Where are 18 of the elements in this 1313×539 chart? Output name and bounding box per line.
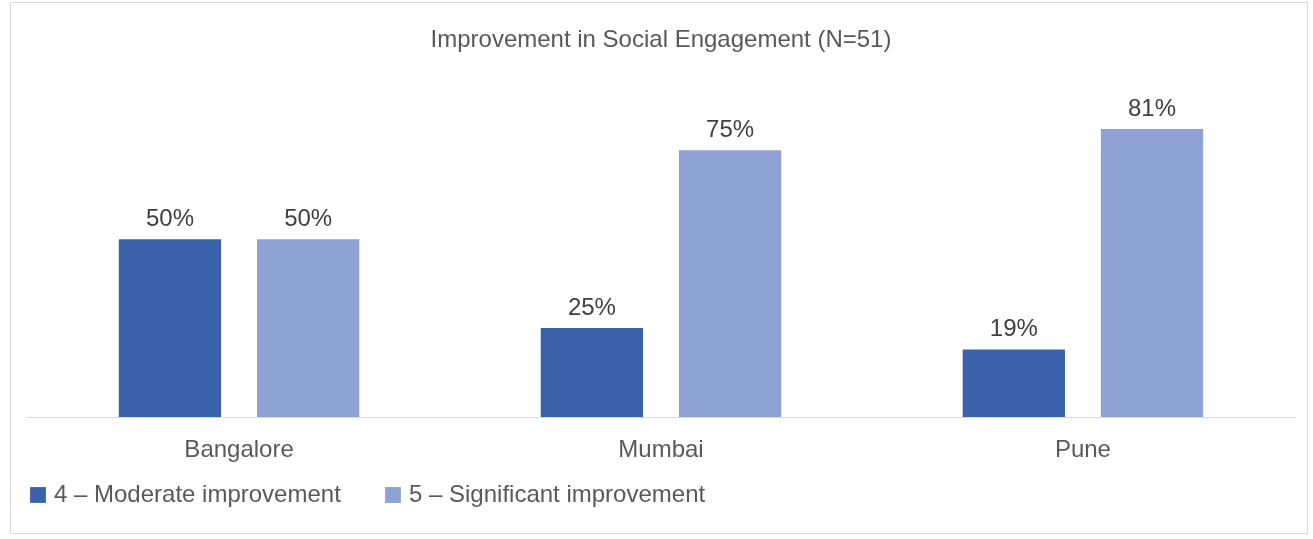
x-tick-label: Bangalore xyxy=(184,434,294,462)
chart-title: Improvement in Social Engagement (N=51) xyxy=(430,25,892,52)
legend-label: 5 – Significant improvement xyxy=(409,480,706,507)
x-tick-label: Pune xyxy=(1054,434,1111,462)
data-label: 19% xyxy=(989,314,1038,342)
data-label: 81% xyxy=(1128,94,1177,121)
data-label: 50% xyxy=(284,204,333,232)
bar xyxy=(678,150,782,417)
data-label: 25% xyxy=(567,293,616,321)
x-tick-label: Mumbai xyxy=(618,434,704,462)
data-label: 75% xyxy=(706,115,755,143)
bar xyxy=(962,349,1065,417)
data-label: 50% xyxy=(145,204,194,232)
bar xyxy=(540,328,644,417)
bar xyxy=(118,239,222,417)
bar xyxy=(257,239,360,417)
legend-label: 4 – Moderate improvement xyxy=(54,480,342,507)
bar xyxy=(1100,129,1204,417)
